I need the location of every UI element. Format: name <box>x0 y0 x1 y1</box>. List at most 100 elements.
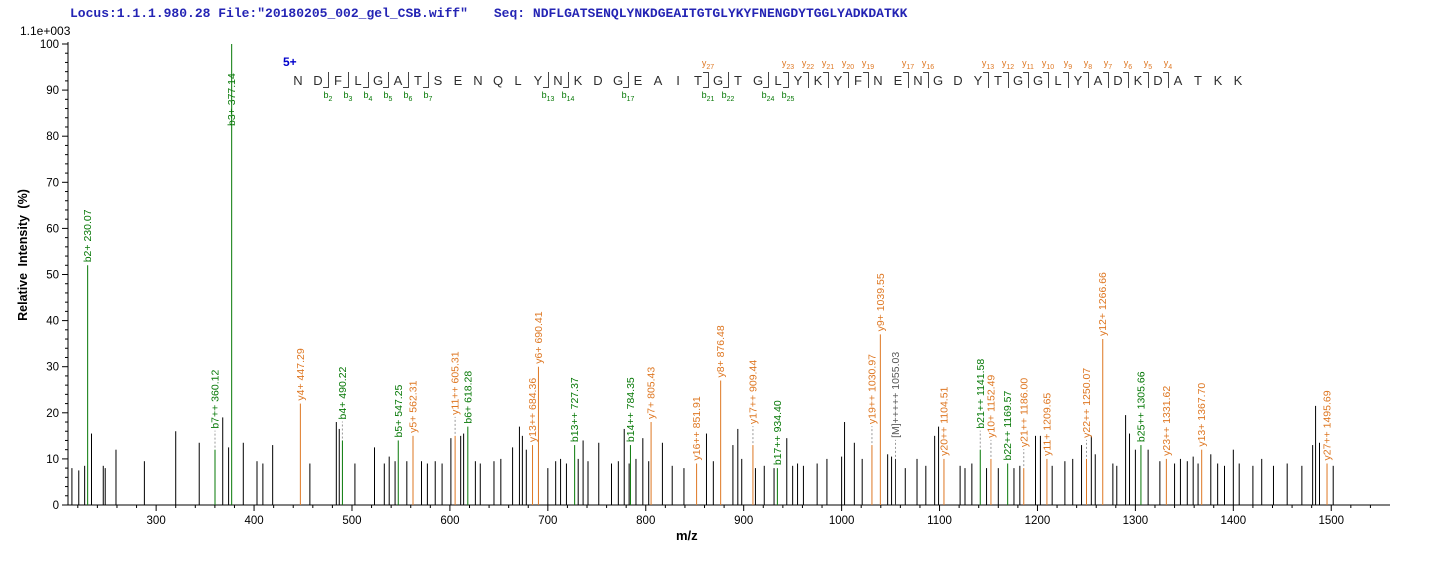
residue: T <box>1194 73 1202 88</box>
fragment-boundary-marker <box>908 72 909 88</box>
fragment-boundary-marker <box>868 72 869 88</box>
y-ion-label: y9 <box>1063 58 1073 71</box>
b-fragment-arm <box>383 87 388 88</box>
residue: E <box>453 73 463 88</box>
y-tick-label: 10 <box>46 454 59 466</box>
b-ion-label: b22 <box>721 90 735 103</box>
peak-label: [M]+++++ 1055.03 <box>890 352 902 438</box>
fragment-boundary-marker <box>1088 72 1089 88</box>
residue: T <box>734 73 742 88</box>
fragment-boundary-marker <box>1148 72 1149 88</box>
b-fragment-arm <box>403 87 408 88</box>
y-ion-label: y20 <box>841 58 855 71</box>
peak-label: y23++ 1331.62 <box>1161 386 1173 456</box>
fragment-boundary-marker <box>628 72 629 88</box>
peak-label: b6+ 618.28 <box>462 371 474 424</box>
header-sequence: NDFLGATSENQLYNKDGEAITGTGLYKYFNENGDYTGGLY… <box>532 6 908 21</box>
fragment-boundary-marker <box>1028 72 1029 88</box>
fragment-boundary-marker <box>368 72 369 88</box>
y-tick-label: 0 <box>53 500 59 512</box>
y-ion-label: y6 <box>1123 58 1133 71</box>
x-tick-label: 1000 <box>829 515 855 527</box>
y-fragment-arm <box>923 72 928 73</box>
y-tick-label: 80 <box>46 131 59 143</box>
residue: T <box>994 73 1002 88</box>
residue: G <box>712 73 724 88</box>
fragment-boundary-marker <box>808 72 809 88</box>
residue: G <box>932 73 944 88</box>
spectrum-header: Locus:1.1.1.980.28 File:"20180205_002_ge… <box>70 6 907 21</box>
y-fragment-arm <box>1023 72 1028 73</box>
peak-label: y8+ 876.48 <box>715 325 727 377</box>
b-ion-label: b25 <box>781 90 795 103</box>
max-intensity-label: 1.1e+003 <box>20 24 71 38</box>
peak-label: y10+ 1152.49 <box>985 375 997 438</box>
peak-label: b7++ 360.12 <box>210 370 222 429</box>
x-tick-label: 400 <box>244 515 263 527</box>
peak-label: y11+ 1209.65 <box>1041 393 1053 456</box>
residue: K <box>813 73 823 88</box>
seq-label: Seq: <box>493 6 526 21</box>
y-fragment-arm <box>1063 72 1068 73</box>
x-tick-label: 1300 <box>1123 515 1149 527</box>
residue: T <box>694 73 702 88</box>
residue: F <box>334 73 342 88</box>
residue: K <box>1133 73 1143 88</box>
b-fragment-arm <box>363 87 368 88</box>
residue: N <box>473 73 483 88</box>
y-tick-label: 70 <box>46 177 59 189</box>
peak-label: b17++ 934.40 <box>772 400 784 465</box>
y-fragment-arm <box>1043 72 1048 73</box>
residue: Y <box>793 73 803 88</box>
y-fragment-arm <box>823 72 828 73</box>
fragment-boundary-marker <box>568 72 569 88</box>
peak-label: b13++ 727.37 <box>569 377 581 442</box>
peak-label: y27++ 1495.69 <box>1322 390 1334 460</box>
fragment-boundary-marker <box>768 72 769 88</box>
residue: G <box>752 73 764 88</box>
peak-label: b21++ 1141.58 <box>975 359 987 429</box>
y-ion-label: y19 <box>861 58 875 71</box>
residue: L <box>514 73 522 88</box>
y-tick-label: 100 <box>40 39 59 51</box>
x-tick-label: 1200 <box>1025 515 1051 527</box>
fragment-boundary-marker <box>708 72 709 88</box>
y-fragment-arm <box>703 72 708 73</box>
b-fragment-arm <box>723 87 728 88</box>
locus-file-text: Locus:1.1.1.980.28 File:"20180205_002_ge… <box>70 6 468 21</box>
y-ion-label: y13 <box>981 58 995 71</box>
fragment-boundary-marker <box>388 72 389 88</box>
x-tick-label: 1100 <box>927 515 952 527</box>
residue: L <box>774 73 782 88</box>
b-fragment-arm <box>763 87 768 88</box>
y-tick-label: 20 <box>46 408 59 420</box>
residue: S <box>433 73 443 88</box>
fragment-boundary-marker <box>788 72 789 88</box>
x-tick-label: 900 <box>734 515 753 527</box>
y-ion-label: y8 <box>1083 58 1093 71</box>
y-fragment-arm <box>843 72 848 73</box>
residue: A <box>1093 73 1103 88</box>
residue: F <box>854 73 862 88</box>
y-ion-label: y4 <box>1163 58 1173 71</box>
x-tick-label: 500 <box>342 515 361 527</box>
x-tick-label: 1500 <box>1318 515 1344 527</box>
b-fragment-arm <box>623 87 628 88</box>
residue: G <box>372 73 384 88</box>
y-ion-label: y5 <box>1143 58 1153 71</box>
peak-label: b3+ 377.14 <box>226 73 238 126</box>
y-tick-label: 30 <box>46 362 59 374</box>
y-tick-label: 60 <box>46 223 59 235</box>
b-ion-label: b4 <box>363 90 373 103</box>
fragment-boundary-marker <box>348 72 349 88</box>
b-fragment-arm <box>423 87 428 88</box>
fragment-boundary-marker <box>548 72 549 88</box>
peak-label: b14++ 784.35 <box>625 377 637 442</box>
y-fragment-arm <box>1003 72 1008 73</box>
peak-label: y12+ 1266.66 <box>1097 272 1109 336</box>
residue: E <box>633 73 643 88</box>
peak-label: b5+ 547.25 <box>393 384 405 437</box>
fragment-boundary-marker <box>1128 72 1129 88</box>
residue: N <box>293 73 303 88</box>
